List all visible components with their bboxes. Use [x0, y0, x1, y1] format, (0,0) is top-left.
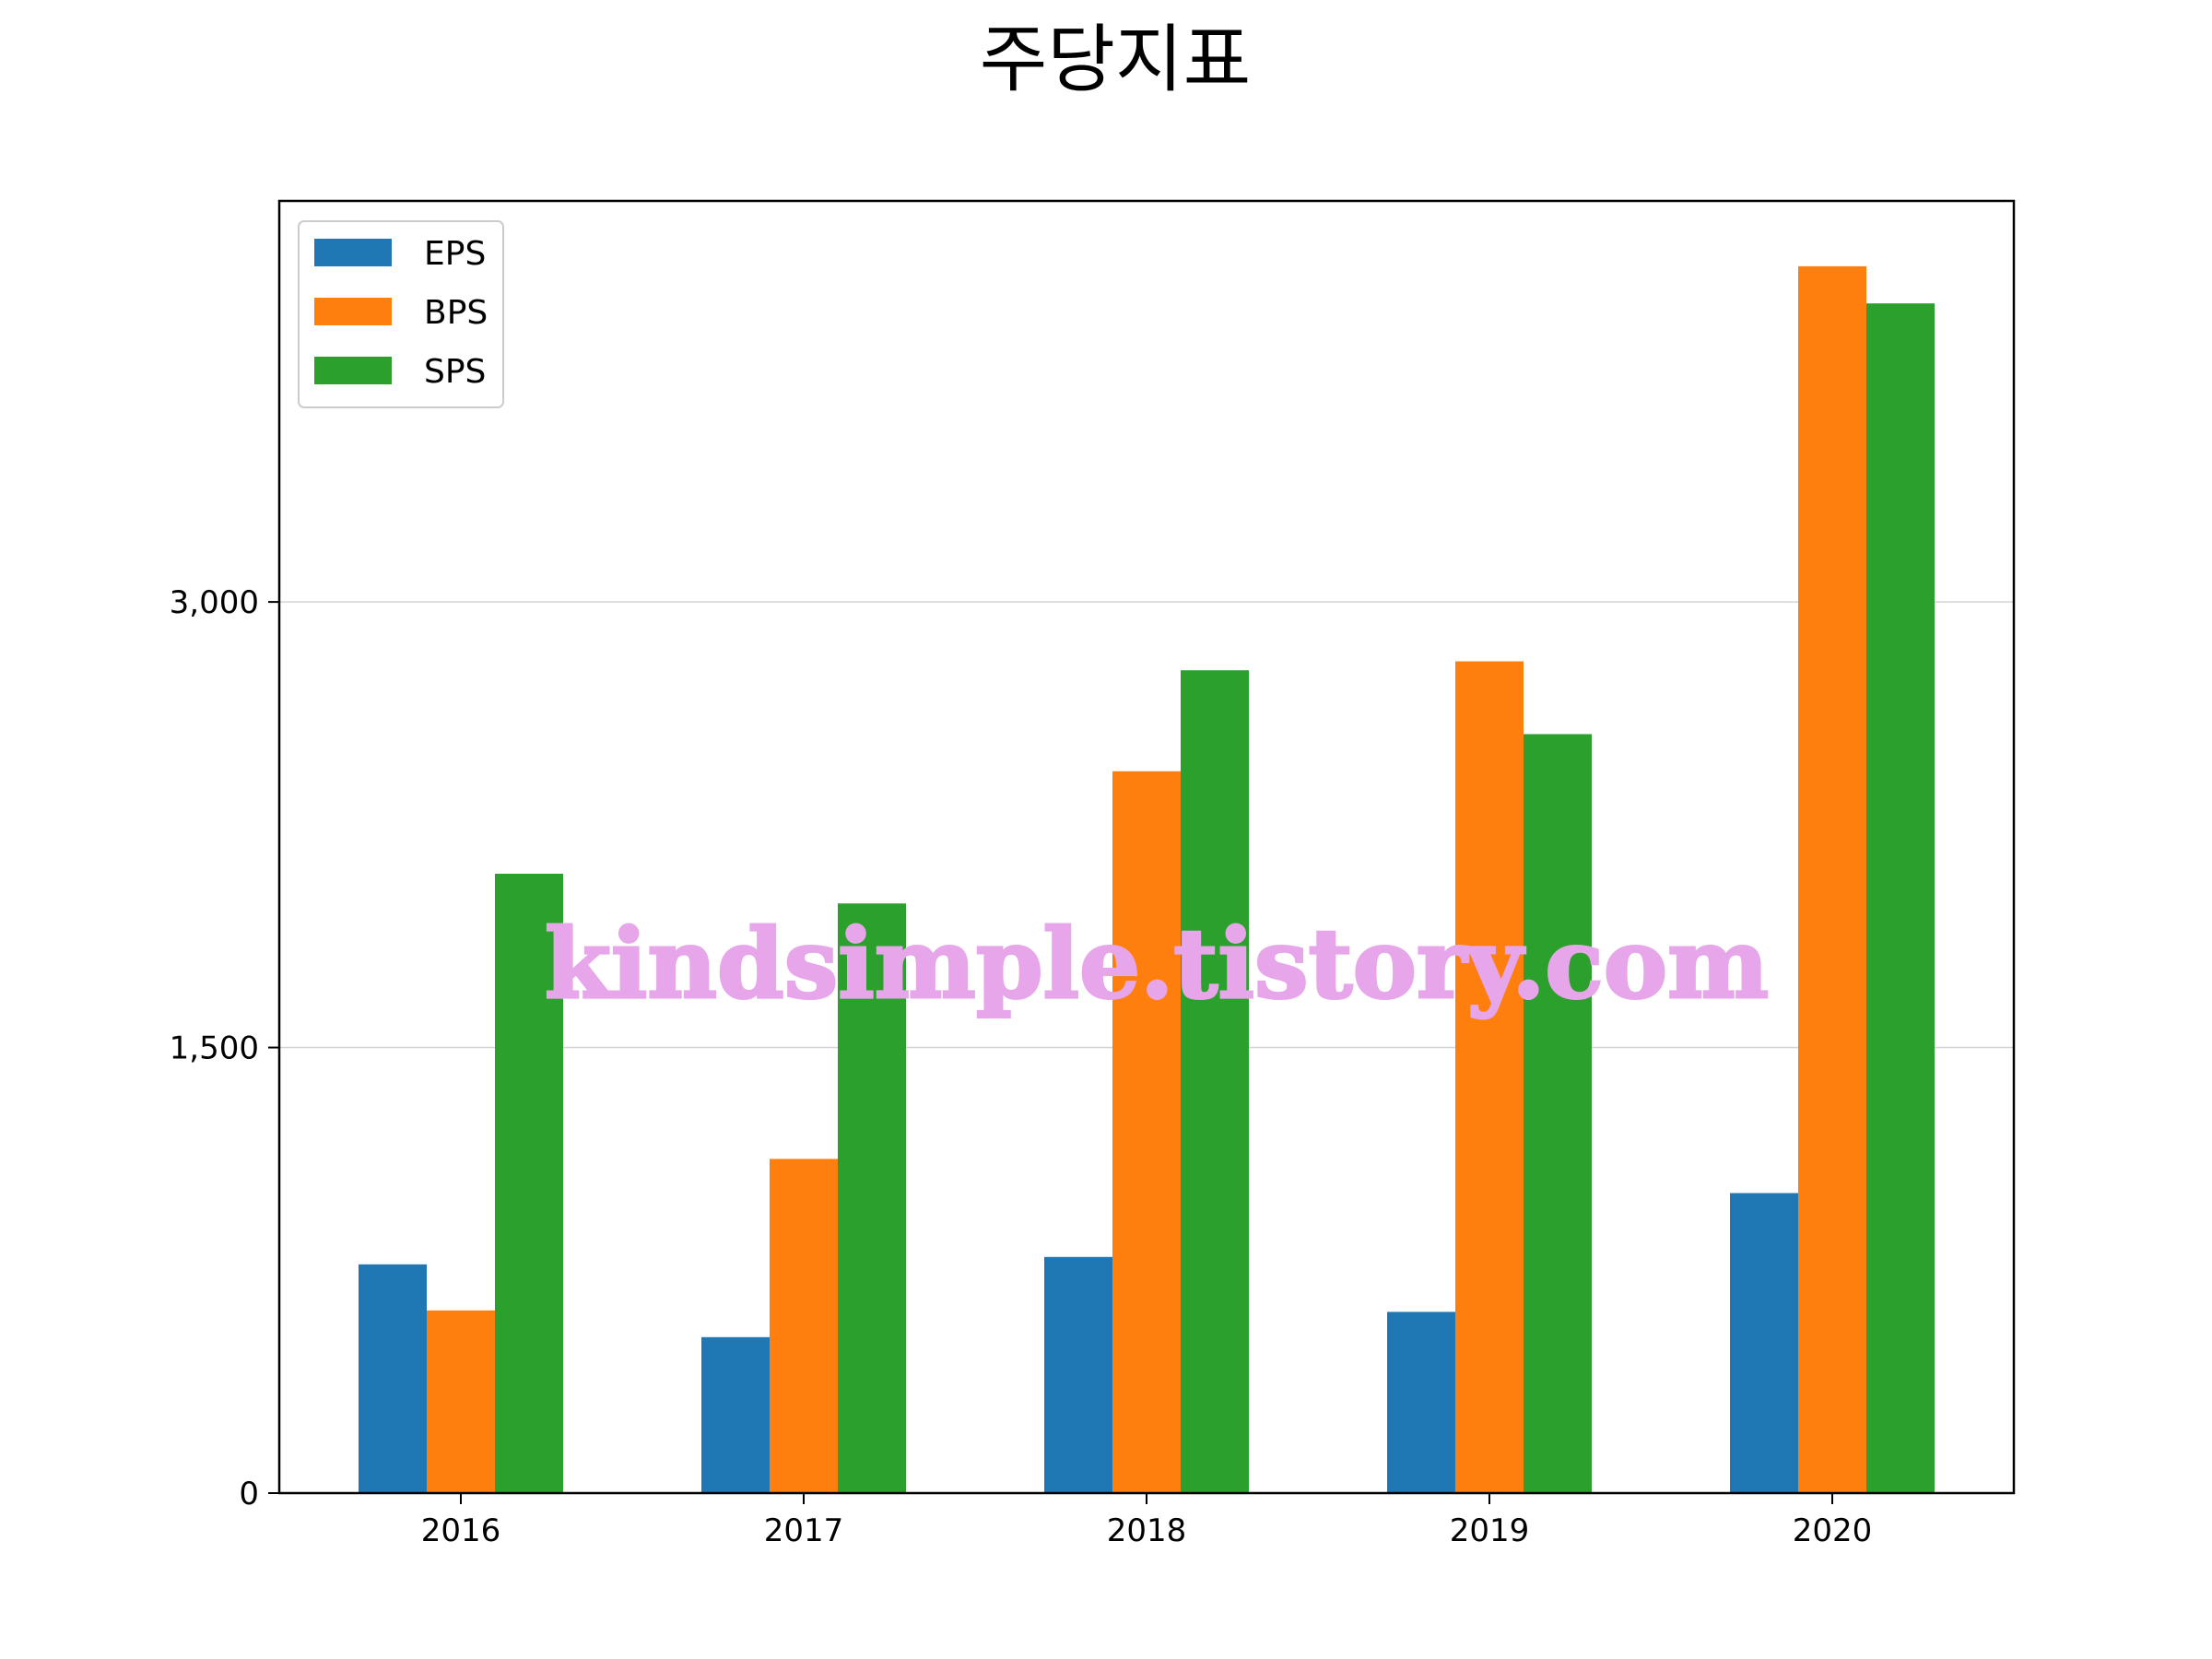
bar-bps-2019: [1455, 661, 1524, 1493]
legend: EPS BPS SPS: [298, 220, 504, 408]
x-tick-label: 2019: [1450, 1512, 1530, 1549]
x-tick-label: 2020: [1793, 1512, 1873, 1549]
x-tick-label: 2018: [1107, 1512, 1187, 1549]
bar-sps-2018: [1181, 670, 1249, 1493]
bar-bps-2020: [1798, 265, 1866, 1493]
bar-bps-2016: [427, 1310, 495, 1493]
bar-sps-2016: [495, 874, 563, 1493]
legend-label-eps: EPS: [424, 235, 486, 273]
bar-bps-2017: [770, 1159, 838, 1493]
legend-swatch-eps: [314, 239, 392, 266]
x-axis: 2016 2017 2018 2019 2020: [421, 1493, 1873, 1549]
chart-title: 주당지표: [980, 17, 1251, 102]
bars: [359, 265, 1935, 1493]
x-tick-label: 2016: [421, 1512, 501, 1549]
legend-label-sps: SPS: [424, 353, 486, 391]
x-tick-label: 2017: [764, 1512, 844, 1549]
legend-swatch-sps: [314, 357, 392, 384]
bar-eps-2016: [359, 1264, 427, 1493]
bar-eps-2019: [1387, 1312, 1455, 1493]
legend-swatch-bps: [314, 298, 392, 325]
bar-bps-2018: [1112, 771, 1181, 1493]
y-tick-label: 0: [239, 1476, 259, 1512]
legend-label-bps: BPS: [424, 294, 488, 332]
bar-sps-2017: [838, 903, 906, 1493]
bar-eps-2020: [1730, 1193, 1798, 1493]
y-tick-label: 1,500: [170, 1030, 259, 1067]
bar-sps-2020: [1866, 303, 1935, 1493]
bar-sps-2019: [1524, 734, 1592, 1493]
y-tick-label: 3,000: [170, 584, 259, 621]
bar-eps-2018: [1044, 1256, 1112, 1493]
bar-eps-2017: [701, 1336, 770, 1493]
y-axis: 0 1,500 3,000: [170, 584, 279, 1512]
watermark: kindsimple.tistory.com: [545, 907, 1769, 1020]
